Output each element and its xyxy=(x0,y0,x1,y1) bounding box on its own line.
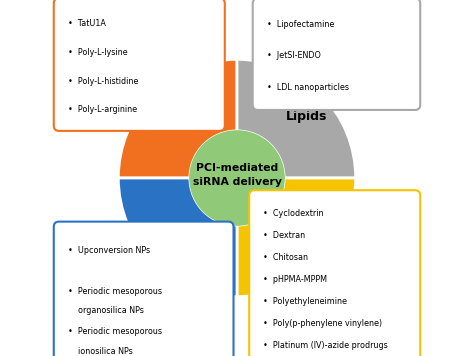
Text: PCI-mediated
siRNA delivery: PCI-mediated siRNA delivery xyxy=(192,162,282,187)
Text: •  LDL nanoparticles: • LDL nanoparticles xyxy=(267,83,349,92)
FancyBboxPatch shape xyxy=(54,0,225,131)
Text: •  JetSI-ENDO: • JetSI-ENDO xyxy=(267,51,320,60)
Text: •  Dextran: • Dextran xyxy=(263,231,305,240)
Wedge shape xyxy=(237,59,356,178)
Text: Peptides: Peptides xyxy=(133,110,194,124)
Text: Nanoparticles: Nanoparticles xyxy=(112,238,209,251)
Text: •  Upconversion NPs: • Upconversion NPs xyxy=(68,246,150,255)
Text: Lipids: Lipids xyxy=(286,110,328,124)
Text: •  Poly-L-arginine: • Poly-L-arginine xyxy=(68,105,137,115)
Text: •  Periodic mesoporous: • Periodic mesoporous xyxy=(68,287,162,296)
Text: •  pHPMA-MPPM: • pHPMA-MPPM xyxy=(263,275,327,284)
FancyBboxPatch shape xyxy=(249,190,420,356)
Text: •  Polyethyleneimine: • Polyethyleneimine xyxy=(263,297,347,306)
Text: •  Periodic mesoporous: • Periodic mesoporous xyxy=(68,328,162,336)
Text: •  Poly-L-histidine: • Poly-L-histidine xyxy=(68,77,138,86)
Wedge shape xyxy=(118,178,237,297)
FancyBboxPatch shape xyxy=(54,222,234,356)
Text: Polymers: Polymers xyxy=(271,238,336,251)
Text: •  Platinum (IV)-azide prodrugs: • Platinum (IV)-azide prodrugs xyxy=(263,341,388,350)
Circle shape xyxy=(190,131,284,225)
Text: •  TatU1A: • TatU1A xyxy=(68,19,106,28)
Text: •  Chitosan: • Chitosan xyxy=(263,253,308,262)
FancyBboxPatch shape xyxy=(253,0,420,110)
Text: •  Poly-L-lysine: • Poly-L-lysine xyxy=(68,48,128,57)
Wedge shape xyxy=(118,59,237,178)
Text: •  Lipofectamine: • Lipofectamine xyxy=(267,20,334,29)
Text: •  Cyclodextrin: • Cyclodextrin xyxy=(263,209,324,218)
Text: ionosilica NPs: ionosilica NPs xyxy=(78,347,133,356)
Wedge shape xyxy=(237,178,356,297)
Text: organosilica NPs: organosilica NPs xyxy=(78,306,144,315)
Text: •  Poly(p-phenylene vinylene): • Poly(p-phenylene vinylene) xyxy=(263,319,383,328)
